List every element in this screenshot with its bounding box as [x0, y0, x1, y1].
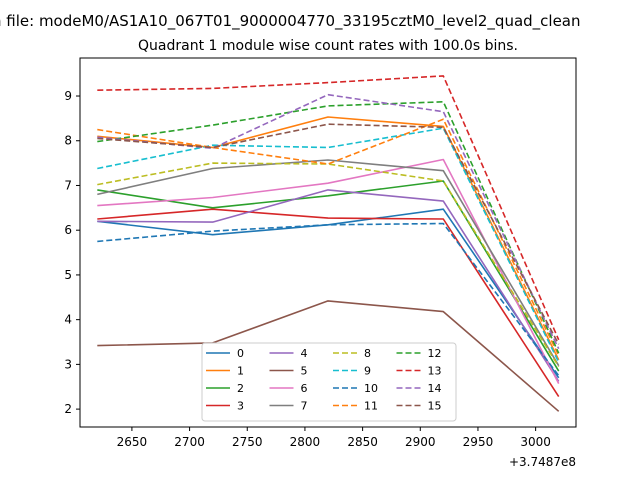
x-axis-offset-label: +3.7487e8: [509, 455, 576, 469]
x-tick-label: 2900: [405, 435, 436, 449]
x-tick-label: 2800: [290, 435, 321, 449]
figure-suptitle: n file: modeM0/AS1A10_067T01_9000004770_…: [0, 12, 581, 31]
legend-label-9: 9: [364, 365, 371, 378]
y-tick-label: 9: [64, 89, 72, 103]
series-line-9: [97, 127, 560, 363]
legend-label-2: 2: [237, 382, 244, 395]
y-tick-label: 7: [64, 178, 72, 192]
plot-frame: [79, 57, 577, 428]
y-tick-label: 2: [64, 402, 72, 416]
legend-label-8: 8: [364, 347, 371, 360]
x-tick-label: 2850: [347, 435, 378, 449]
x-tick-label: 2700: [174, 435, 205, 449]
series-line-4: [97, 189, 560, 382]
legend-label-0: 0: [237, 347, 244, 360]
legend-label-14: 14: [428, 382, 442, 395]
legend-label-6: 6: [301, 382, 308, 395]
series-line-1: [97, 116, 560, 361]
series-line-13: [97, 75, 560, 341]
legend-label-3: 3: [237, 400, 244, 413]
legend-label-7: 7: [301, 400, 308, 413]
legend-label-5: 5: [301, 365, 308, 378]
legend-label-15: 15: [428, 400, 442, 413]
legend-label-10: 10: [364, 382, 378, 395]
legend-label-12: 12: [428, 347, 442, 360]
y-tick-label: 5: [64, 268, 72, 282]
series-line-10: [97, 222, 560, 377]
series-line-3: [97, 208, 560, 398]
series-line-11: [97, 118, 560, 356]
series-line-8: [97, 162, 560, 368]
x-tick-label: 3000: [520, 435, 551, 449]
y-tick-label: 6: [64, 223, 72, 237]
chart-title: Quadrant 1 module wise count rates with …: [138, 38, 518, 54]
legend-label-1: 1: [237, 365, 244, 378]
y-tick-label: 4: [64, 313, 72, 327]
series-line-12: [97, 101, 560, 354]
x-tick-label: 2750: [232, 435, 263, 449]
legend-label-4: 4: [301, 347, 308, 360]
x-tick-label: 2650: [117, 435, 148, 449]
legend-label-13: 13: [428, 365, 442, 378]
series-line-15: [97, 123, 560, 345]
legend-box: [201, 342, 457, 422]
x-tick-label: 2950: [463, 435, 494, 449]
legend-label-11: 11: [364, 400, 378, 413]
y-tick-label: 3: [64, 357, 72, 371]
y-tick-label: 8: [64, 134, 72, 148]
series-line-0: [97, 208, 560, 379]
series-line-5: [97, 300, 560, 412]
series-line-7: [97, 159, 560, 367]
